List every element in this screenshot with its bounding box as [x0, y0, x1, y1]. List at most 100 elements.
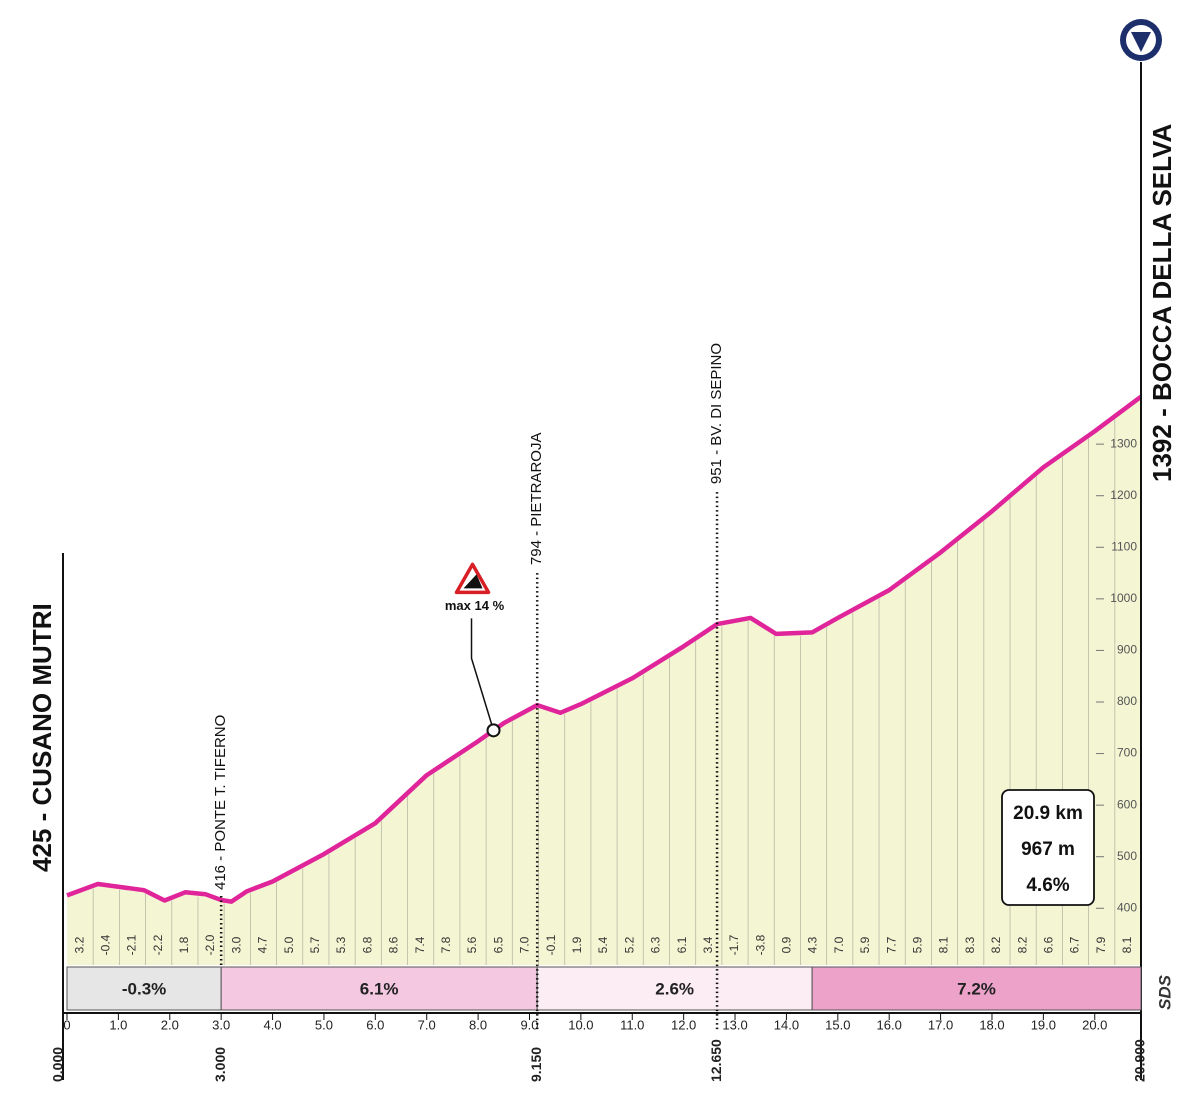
gradient-label: 1.9 [570, 936, 584, 953]
x-tick-label: 5.0 [315, 1017, 333, 1032]
gradient-label: 4.7 [256, 936, 270, 953]
waypoint-km: 12.650 [708, 1039, 724, 1082]
gradient-label: 7.9 [1094, 936, 1108, 953]
gradient-label: 6.7 [1068, 936, 1082, 953]
gradient-label: 5.7 [308, 936, 322, 953]
sector-bar [811, 966, 1142, 1011]
finish-name: 1392 - BOCCA DELLA SELVA [1147, 124, 1177, 482]
y-tick-label: 600 [1117, 797, 1137, 811]
gradient-label: 5.0 [282, 936, 296, 953]
x-tick-label: 10.0 [568, 1017, 593, 1032]
gradient-label: 5.9 [858, 936, 872, 953]
gradient-label: -3.8 [753, 934, 767, 955]
gradient-label: 8.1 [937, 936, 951, 953]
x-tick-label: 0 [63, 1017, 70, 1032]
gradient-label: 7.8 [439, 936, 453, 953]
warning-slope [463, 574, 483, 589]
x-tick-label: 7.0 [418, 1017, 436, 1032]
sector-bar [220, 966, 538, 1011]
x-tick-label: 3.0 [212, 1017, 230, 1032]
climb-icon [1120, 19, 1162, 61]
y-tick-label: 900 [1117, 643, 1137, 657]
waypoint-km: 20.900 [1132, 1039, 1148, 1082]
annotation-leader [470, 618, 495, 731]
gradient-label: 6.3 [649, 936, 663, 953]
x-tick-label: 13.0 [722, 1017, 747, 1032]
gradient-label: 3.0 [229, 936, 243, 953]
annotation-label: max 14 % [445, 598, 505, 613]
x-tick-label: 15.0 [825, 1017, 850, 1032]
y-tick-label: 1200 [1110, 488, 1137, 502]
gradient-label: 6.5 [491, 936, 505, 953]
gradient-label: 5.4 [596, 936, 610, 953]
x-tick-label: 2.0 [161, 1017, 179, 1032]
gradient-label: -2.1 [125, 934, 139, 955]
gradient-label: -2.0 [203, 934, 217, 955]
x-tick-label: 6.0 [366, 1017, 384, 1032]
x-tick-label: 8.0 [469, 1017, 487, 1032]
x-tick-label: 14.0 [774, 1017, 799, 1032]
x-tick-label: 11.0 [620, 1017, 644, 1032]
gradient-label: -0.4 [98, 934, 112, 955]
gradient-label: 4.3 [806, 936, 820, 953]
gradient-label: 8.6 [387, 936, 401, 953]
gradient-label: 0.9 [780, 936, 794, 953]
x-tick-label: 4.0 [264, 1017, 282, 1032]
x-tick-label: 19.0 [1031, 1017, 1056, 1032]
gradient-label: 8.3 [963, 936, 977, 953]
gradient-label: 5.6 [465, 936, 479, 953]
summary-box [1001, 789, 1095, 906]
gradient-label: -0.1 [544, 934, 558, 955]
gradient-label: 5.2 [622, 936, 636, 953]
x-tick-label: 1.0 [109, 1017, 127, 1032]
sector-label: 2.6% [655, 979, 694, 998]
gradient-label: 7.7 [884, 936, 898, 953]
y-tick-label: 400 [1117, 900, 1137, 914]
sector-label: -0.3% [122, 979, 166, 998]
profile-line [66, 394, 1143, 904]
profile-fill [67, 396, 1141, 965]
x-tick-label: 18.0 [979, 1017, 1004, 1032]
gradient-label: 8.2 [989, 936, 1003, 953]
x-tick-label: 16.0 [877, 1017, 902, 1032]
annotation-marker [486, 723, 501, 738]
gradient-label: 7.0 [832, 936, 846, 953]
waypoint-name: 951 - BV. DI SEPINO [708, 343, 725, 484]
gradient-label: 3.4 [701, 936, 715, 953]
gradient-label: 6.1 [675, 936, 689, 953]
summary-gradient: 4.6% [1026, 875, 1069, 896]
logo: SDS [1155, 974, 1174, 1010]
sector-label: 6.1% [360, 979, 399, 998]
gradient-label: -1.7 [727, 934, 741, 955]
gradient-label: 5.9 [911, 936, 925, 953]
sector-bar [536, 966, 813, 1011]
y-tick-label: 1300 [1110, 436, 1137, 450]
gradient-label: 6.6 [1041, 936, 1055, 953]
y-tick-label: 500 [1117, 849, 1137, 863]
y-tick-label: 800 [1117, 694, 1137, 708]
waypoint-km: 3.000 [212, 1047, 228, 1082]
waypoint-name: 416 - PONTE T. TIFERNO [212, 715, 229, 890]
gradient-label: 6.8 [360, 936, 374, 953]
gradient-label: 7.4 [413, 936, 427, 953]
sector-label: 7.2% [957, 979, 996, 998]
x-tick-label: 20.0 [1082, 1017, 1107, 1032]
gradient-label: 8.1 [1120, 936, 1134, 953]
y-tick-label: 1100 [1111, 539, 1137, 553]
gradient-label: 8.2 [1015, 936, 1029, 953]
gradient-label: 7.0 [518, 936, 532, 953]
summary-gain: 967 m [1021, 839, 1075, 860]
waypoint-km: 9.150 [528, 1047, 544, 1082]
y-tick-label: 700 [1117, 746, 1137, 760]
x-tick-label: 12.0 [671, 1017, 696, 1032]
y-tick-label: 1000 [1110, 591, 1137, 605]
gradient-label: 3.2 [72, 936, 86, 953]
waypoint-km: 0.000 [50, 1047, 66, 1082]
gradient-label: 1.8 [177, 936, 191, 953]
x-tick-label: 9.0 [520, 1017, 538, 1032]
x-tick-label: 17.0 [928, 1017, 953, 1032]
summary-distance: 20.9 km [1013, 803, 1083, 824]
waypoint-name: 794 - PIETRAROJA [528, 433, 545, 566]
gradient-label: 5.3 [334, 936, 348, 953]
